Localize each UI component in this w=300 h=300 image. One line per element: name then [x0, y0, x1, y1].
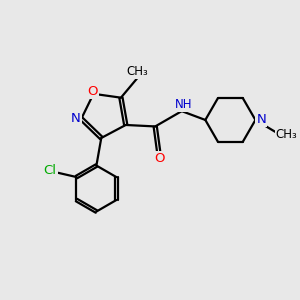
Text: O: O	[154, 152, 165, 165]
Text: CH₃: CH₃	[275, 128, 297, 141]
Text: Cl: Cl	[44, 164, 56, 177]
Text: NH: NH	[175, 98, 192, 111]
Text: CH₃: CH₃	[126, 65, 148, 79]
Text: N: N	[71, 112, 81, 124]
Text: N: N	[256, 113, 266, 126]
Text: O: O	[88, 85, 98, 98]
